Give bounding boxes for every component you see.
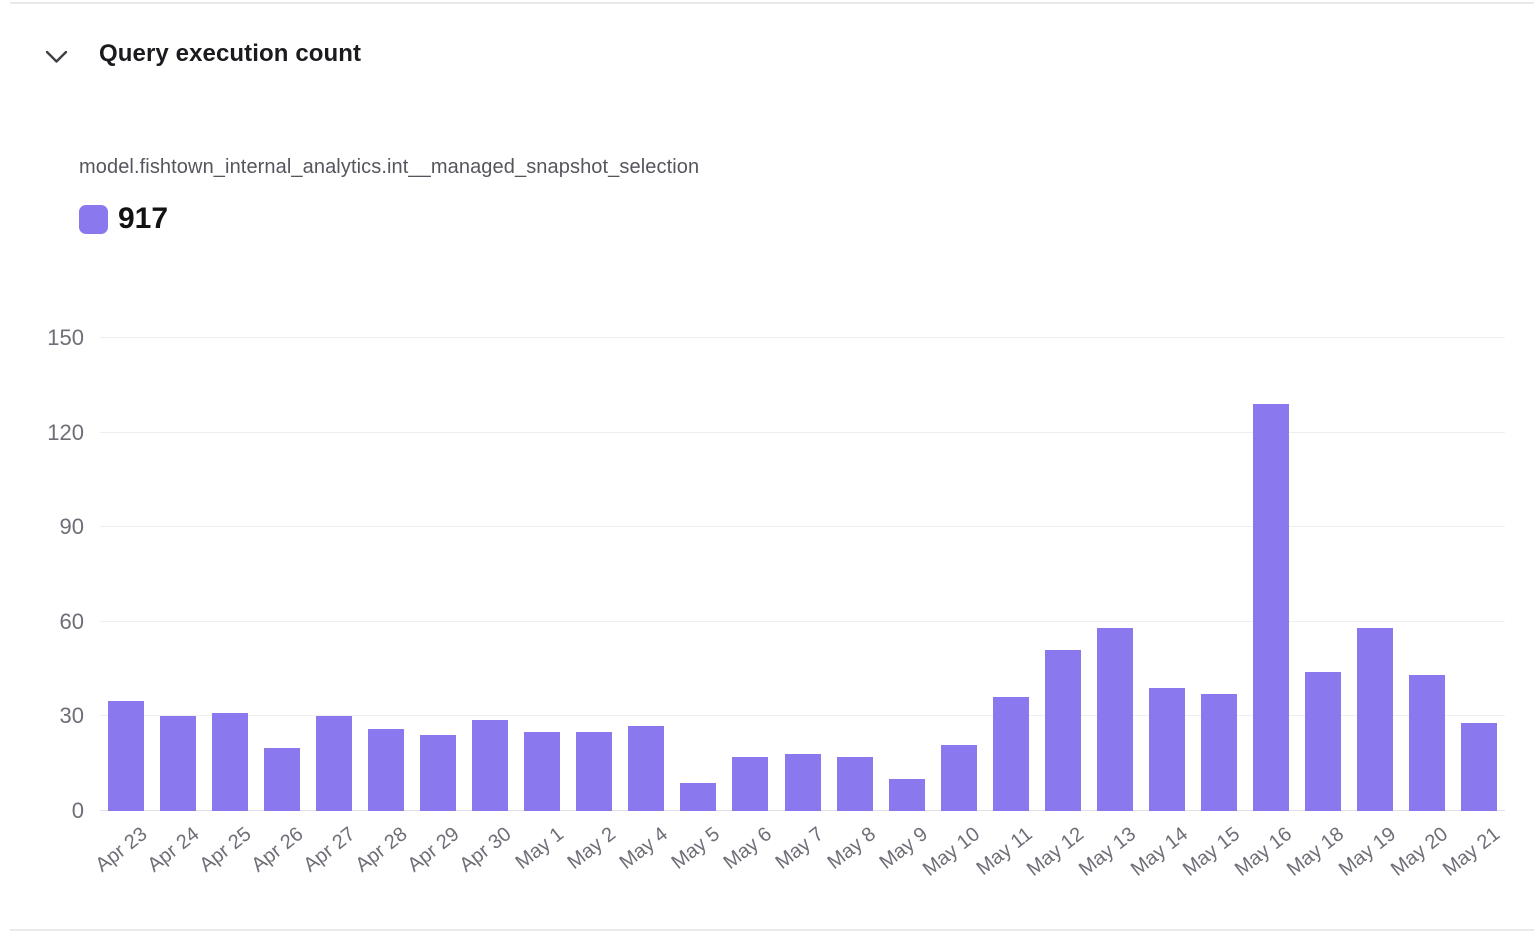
x-axis-tick-label: May 12 <box>1022 823 1089 881</box>
chart-bar[interactable] <box>316 716 353 811</box>
chart-bar[interactable] <box>160 716 197 811</box>
x-axis-tick-label: May 4 <box>615 823 672 874</box>
top-divider <box>10 2 1534 4</box>
chart-bar[interactable] <box>992 697 1029 811</box>
x-axis-tick-label: May 16 <box>1231 823 1297 881</box>
collapse-section-button[interactable] <box>41 42 71 72</box>
x-axis-tick-label: Apr 25 <box>195 823 256 877</box>
page-title: Query execution count <box>99 40 362 67</box>
x-axis-tick-label: May 20 <box>1387 823 1453 881</box>
gridline <box>100 337 1505 338</box>
x-axis-tick-label: May 5 <box>667 823 724 874</box>
chart-bar[interactable] <box>680 782 717 811</box>
chart-bar[interactable] <box>1408 675 1445 811</box>
x-axis-tick-label: Apr 27 <box>299 823 360 877</box>
chart-bar[interactable] <box>108 700 145 811</box>
gridline <box>100 620 1505 622</box>
chart-bar[interactable] <box>1304 672 1341 811</box>
x-axis-tick-label: Apr 30 <box>455 823 516 877</box>
x-axis-tick-label: May 2 <box>563 823 620 874</box>
x-axis-tick-label: Apr 29 <box>403 823 464 877</box>
gridline <box>100 526 1505 528</box>
x-axis-tick-label: May 14 <box>1127 823 1193 881</box>
x-axis-tick-label: May 19 <box>1335 823 1401 881</box>
x-axis-tick-label: Apr 23 <box>91 823 152 877</box>
x-axis-tick-label: May 21 <box>1439 823 1505 881</box>
gridline <box>100 715 1505 717</box>
chart-bar[interactable] <box>1252 404 1289 811</box>
chart-bar[interactable] <box>836 757 873 811</box>
chart-bar[interactable] <box>212 713 249 811</box>
legend-item[interactable]: 917 <box>79 202 168 236</box>
chart-bar[interactable] <box>1460 722 1497 811</box>
x-axis-tick-label: May 11 <box>972 823 1037 880</box>
chart-bar[interactable] <box>888 779 925 811</box>
x-axis-tick-label: May 18 <box>1283 823 1349 881</box>
y-axis-tick-label: 0 <box>71 798 84 823</box>
gridline <box>100 431 1505 433</box>
y-axis-tick-label: 30 <box>59 703 84 729</box>
y-axis-tick-label: 90 <box>59 514 84 540</box>
legend-value: 917 <box>118 202 169 235</box>
y-axis-tick-label: 150 <box>47 325 84 350</box>
x-axis-tick-label: May 7 <box>771 823 829 874</box>
chart-bar[interactable] <box>1200 694 1237 811</box>
x-axis-tick-label: May 15 <box>1179 823 1245 881</box>
x-axis-tick-label: May 6 <box>719 823 777 874</box>
x-axis-tick-label: May 1 <box>511 823 568 874</box>
chart-bar[interactable] <box>1096 628 1133 811</box>
x-axis-tick-label: Apr 24 <box>143 823 204 877</box>
x-axis-tick-label: Apr 28 <box>351 823 412 877</box>
y-axis-tick-label: 120 <box>47 419 84 445</box>
chart-bar[interactable] <box>420 735 457 811</box>
chevron-down-icon <box>45 50 68 64</box>
x-axis-tick-label: May 10 <box>918 823 985 881</box>
y-axis-tick-label: 60 <box>59 608 84 634</box>
chart-bar[interactable] <box>784 754 821 811</box>
chart-bar[interactable] <box>732 757 769 811</box>
chart-bar[interactable] <box>264 747 301 811</box>
x-axis-tick-label: May 8 <box>823 823 881 874</box>
chart-bar[interactable] <box>576 732 613 811</box>
x-axis-tick-label: May 13 <box>1075 823 1141 881</box>
chart-bar[interactable] <box>940 744 977 811</box>
chart-bar[interactable] <box>628 725 665 811</box>
chart-bar[interactable] <box>472 719 509 811</box>
bottom-divider <box>10 929 1534 931</box>
chart-bar[interactable] <box>1356 628 1393 811</box>
series-name-label: model.fishtown_internal_analytics.int__m… <box>79 156 700 178</box>
chart-bar[interactable] <box>1044 650 1081 811</box>
chart-bar[interactable] <box>524 732 561 811</box>
plot-area: 0 30 60 90 120 150 Apr 23 Apr 24 Apr 25 Apr 26 Apr… <box>47 325 1505 881</box>
x-axis-tick-label: Apr 26 <box>247 823 308 877</box>
chart-bar[interactable] <box>368 729 405 811</box>
legend-swatch <box>79 204 108 234</box>
chart-bar[interactable] <box>1148 688 1185 811</box>
